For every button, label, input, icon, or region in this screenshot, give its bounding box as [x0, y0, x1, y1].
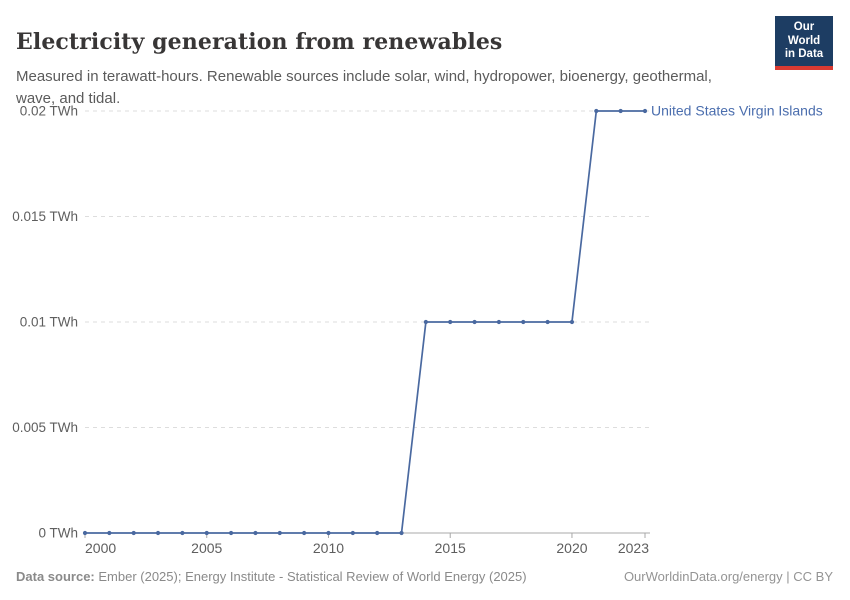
data-point-marker[interactable]	[326, 530, 331, 536]
data-point-marker[interactable]	[375, 530, 380, 536]
data-point-marker[interactable]	[228, 530, 234, 536]
footer-credit-link[interactable]: OurWorldinData.org/energy | CC BY	[623, 569, 833, 584]
y-axis-tick-label: 0 TWh	[38, 526, 78, 541]
data-point-marker[interactable]	[569, 319, 575, 325]
series-label[interactable]: United States Virgin Islands	[651, 103, 823, 119]
data-point-marker[interactable]	[496, 319, 502, 325]
owid-logo-line1: Our World	[787, 21, 821, 47]
data-point-marker[interactable]	[618, 108, 623, 114]
data-point-marker[interactable]	[472, 319, 477, 325]
data-point-marker[interactable]	[423, 319, 428, 325]
data-point-marker[interactable]	[107, 530, 112, 536]
data-point-marker[interactable]	[399, 530, 404, 536]
data-point-marker[interactable]	[204, 530, 209, 536]
data-point-marker[interactable]	[155, 530, 161, 536]
chart-footer: Data source: Ember (2025); Energy Instit…	[16, 569, 833, 584]
owid-logo-line2: in Data	[784, 48, 824, 60]
data-point-marker[interactable]	[545, 319, 550, 325]
data-point-marker[interactable]	[594, 108, 599, 114]
chart-subtitle: Measured in terawatt-hours. Renewable so…	[16, 68, 712, 107]
data-point-marker[interactable]	[253, 530, 258, 536]
data-source-label: Data source:	[16, 569, 95, 584]
y-axis-tick-label: 0.015 TWh	[12, 209, 78, 224]
data-point-marker[interactable]	[448, 319, 453, 325]
y-axis-tick-label: 0.01 TWh	[20, 315, 78, 330]
y-axis-tick-label: 0.005 TWh	[12, 420, 78, 435]
x-axis-tick-label: 2005	[191, 540, 222, 556]
data-point-marker[interactable]	[277, 530, 282, 536]
data-point-marker[interactable]	[642, 108, 648, 114]
x-axis-tick-label: 2020	[556, 540, 587, 556]
data-point-marker[interactable]	[521, 319, 526, 325]
data-point-marker[interactable]	[82, 530, 88, 536]
data-point-marker[interactable]	[180, 530, 185, 536]
data-point-marker[interactable]	[350, 530, 355, 536]
data-point-marker[interactable]	[131, 530, 136, 536]
data-source-text: Data source: Ember (2025); Energy Instit…	[16, 569, 527, 584]
x-axis-tick-label: 2023	[618, 540, 649, 556]
data-point-marker[interactable]	[302, 530, 307, 536]
y-axis-tick-label: 0.02 TWh	[20, 104, 78, 119]
x-axis-tick-label: 2000	[85, 540, 116, 556]
page-title: Electricity generation from renewables	[16, 28, 503, 55]
owid-logo[interactable]: Our World in Data	[775, 16, 833, 70]
data-source-value: Ember (2025); Energy Institute - Statist…	[94, 569, 527, 584]
x-axis-tick-label: 2015	[435, 540, 466, 556]
data-line[interactable]	[84, 110, 646, 534]
x-axis-tick-label: 2010	[313, 540, 344, 556]
